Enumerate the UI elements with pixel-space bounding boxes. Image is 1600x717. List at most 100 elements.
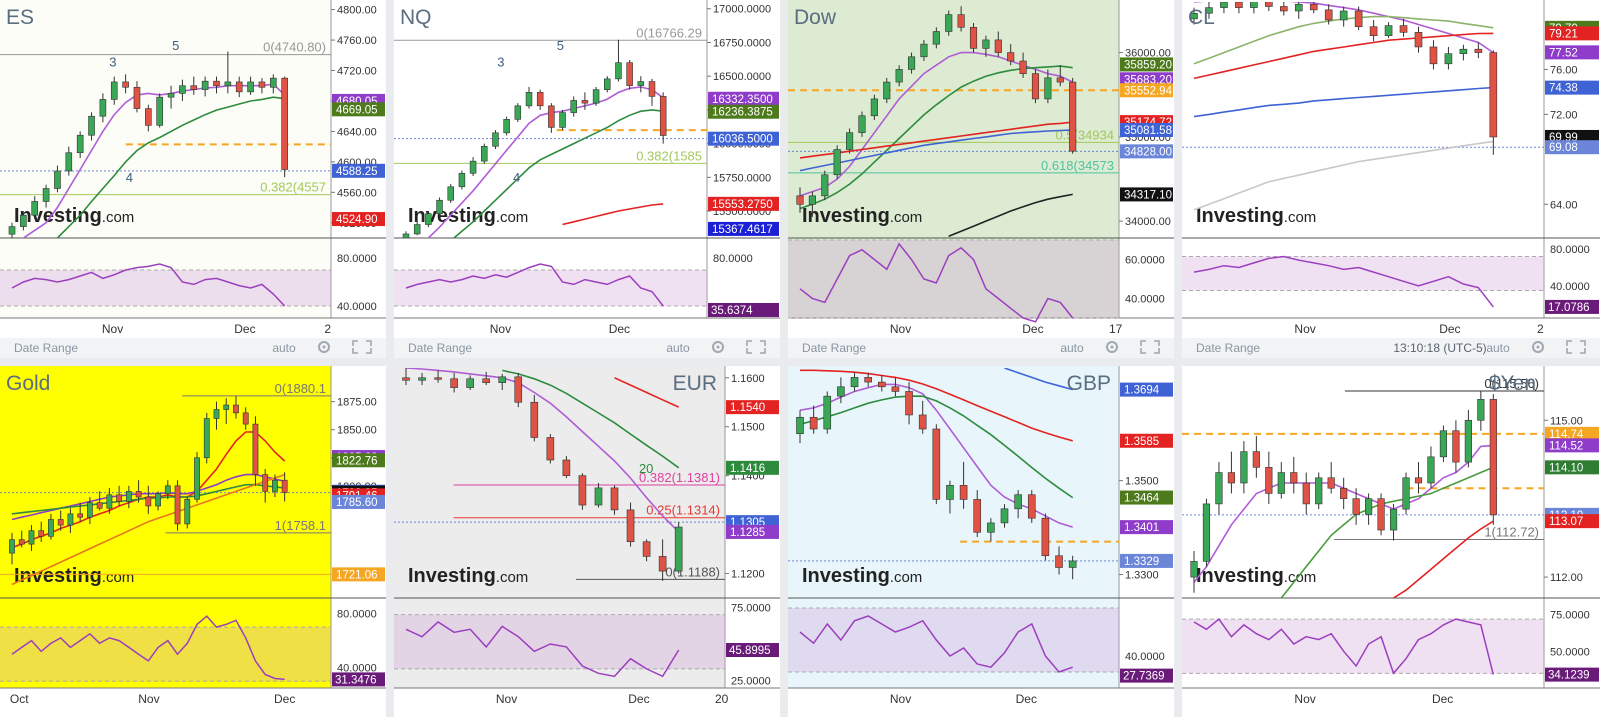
level-label: 0.382(1.1381) <box>639 470 720 485</box>
price-tag <box>332 453 385 468</box>
candle <box>592 89 600 104</box>
candle <box>594 487 603 506</box>
y-tick-label: 1.3500 <box>1125 476 1159 488</box>
date-range-button[interactable]: Date Range <box>14 341 78 355</box>
price-tag-label: 1.3329 <box>1124 556 1159 568</box>
moving-average-line <box>799 129 1073 172</box>
level-label: 0(1880.1 <box>275 381 326 396</box>
date-range-button[interactable]: Date Range <box>1196 341 1260 355</box>
expand-icon[interactable] <box>746 340 766 354</box>
candle <box>559 112 566 128</box>
auto-scale-button[interactable]: auto <box>1486 341 1510 355</box>
candle <box>38 530 45 537</box>
plot-background <box>394 366 725 688</box>
price-tag-label: 15367.4617 <box>712 224 773 236</box>
auto-scale-button[interactable]: auto <box>272 341 296 355</box>
osc-value-tag <box>708 303 779 317</box>
candle <box>1055 555 1063 568</box>
candle <box>262 474 269 492</box>
price-tag <box>708 91 779 106</box>
candle <box>247 81 254 93</box>
candle <box>96 502 103 509</box>
price-tag-label: 113.07 <box>1549 516 1583 528</box>
candle <box>982 39 990 49</box>
candle <box>837 386 845 397</box>
candle <box>8 226 16 235</box>
candle <box>179 85 186 94</box>
gear-icon[interactable] <box>712 341 724 353</box>
price-tag-label: 1721.06 <box>336 569 378 581</box>
osc-tick-label: 25.0000 <box>731 676 771 688</box>
osc-value-label: 27.7369 <box>1123 671 1165 683</box>
osc-band <box>1182 256 1544 291</box>
osc-band <box>394 270 707 306</box>
main-pane: Investing.com 0.382(1.1381) 0.25(1.1314) 0(… <box>394 368 725 587</box>
candle <box>1489 399 1497 516</box>
candle <box>174 485 181 525</box>
candle <box>1240 451 1248 484</box>
candle <box>1459 48 1468 54</box>
gear-icon[interactable] <box>1106 341 1118 353</box>
candle <box>447 186 454 201</box>
auto-scale-button[interactable]: auto <box>1060 341 1084 355</box>
osc-value-label: 34.1239 <box>1548 670 1590 682</box>
chart-cl: Investing.comCL76.0072.0064.0079.7079.21… <box>1182 0 1600 358</box>
rsi-line <box>11 615 285 681</box>
candle <box>281 77 288 170</box>
x-tick-label: Dec <box>628 692 649 706</box>
candle <box>530 401 539 438</box>
price-tag-label: 1.3464 <box>1124 493 1160 505</box>
candle <box>436 199 443 215</box>
moving-average-line <box>55 96 285 238</box>
candle <box>145 496 152 507</box>
candle <box>877 381 886 388</box>
osc-value-tag <box>332 672 385 687</box>
candle <box>258 81 266 88</box>
date-range-button[interactable]: Date Range <box>408 341 472 355</box>
expand-icon[interactable] <box>1566 340 1586 354</box>
price-tag-label: 69.08 <box>1549 142 1578 154</box>
price-tag <box>1120 144 1173 159</box>
osc-band <box>0 270 331 306</box>
x-tick-label: Nov <box>496 692 517 706</box>
candle <box>233 404 239 414</box>
candle <box>987 522 995 533</box>
osc-tick-label: 40.0000 <box>1550 281 1590 293</box>
candle <box>659 96 667 136</box>
osc-value-tag <box>1545 667 1599 682</box>
candle <box>907 56 916 70</box>
osc-value-label: 35.6374 <box>711 305 753 317</box>
candle <box>1007 52 1015 62</box>
price-tag-label: 15553.2750 <box>712 199 773 211</box>
moving-average-line <box>799 383 1073 528</box>
osc-tick-label: 40.0000 <box>337 663 377 675</box>
gear-icon[interactable] <box>1532 341 1544 353</box>
auto-scale-button[interactable]: auto <box>666 341 690 355</box>
osc-value-label: 31.3476 <box>335 674 377 686</box>
candle <box>1056 77 1064 83</box>
level-label: 1(112.72) <box>1484 524 1539 539</box>
watermark: Investing.com <box>14 565 134 587</box>
candle <box>413 224 421 235</box>
osc-band <box>1182 619 1544 674</box>
candle <box>87 502 93 518</box>
y-tick-label: 1875.00 <box>337 397 377 409</box>
expand-icon[interactable] <box>1140 340 1160 354</box>
candle <box>1294 3 1303 12</box>
candle <box>106 494 113 509</box>
candle <box>481 145 488 162</box>
expand-icon[interactable] <box>352 340 372 354</box>
wave-label: 3 <box>109 54 116 69</box>
y-tick-label: 115.00 <box>1550 415 1583 427</box>
x-tick-label: Dec <box>234 322 255 336</box>
candle <box>194 457 200 500</box>
candle <box>122 81 129 88</box>
candle <box>637 81 645 86</box>
gear-icon[interactable] <box>318 341 330 353</box>
candle <box>626 509 635 543</box>
candle <box>548 105 555 128</box>
date-range-button[interactable]: Date Range <box>802 341 866 355</box>
osc-band <box>0 627 331 682</box>
y-tick-label: 4560.00 <box>337 187 377 199</box>
